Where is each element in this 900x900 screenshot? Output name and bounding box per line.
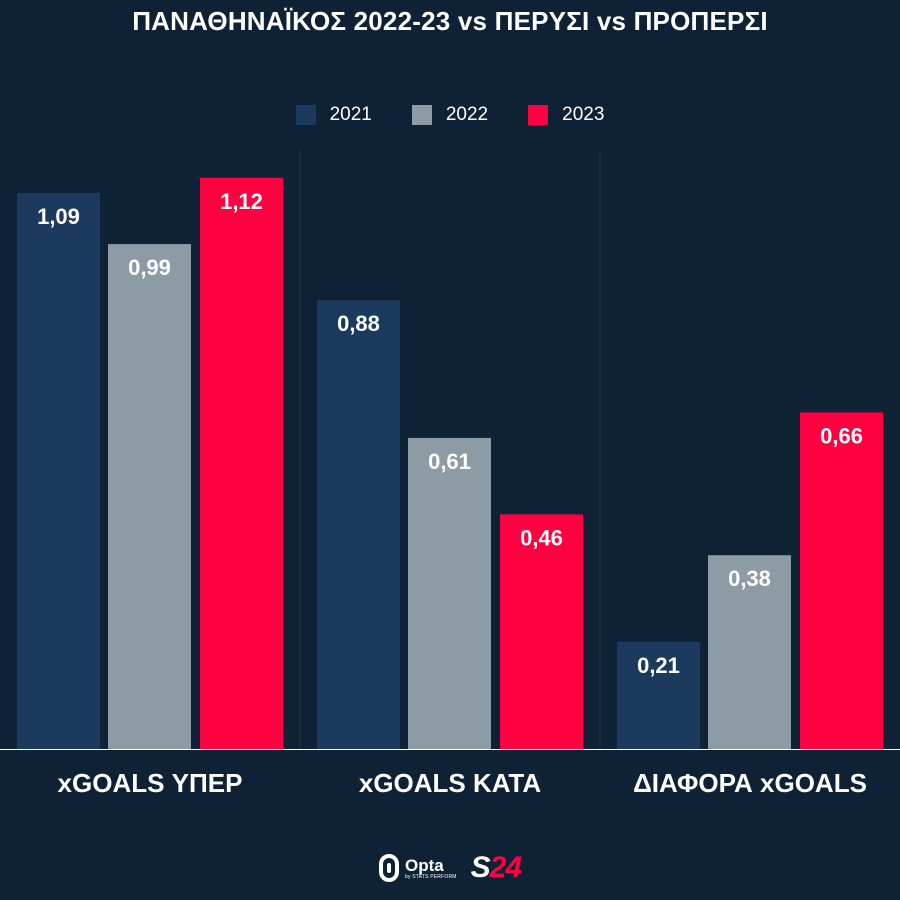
legend-swatch-2022 [411, 105, 432, 125]
s24-logo-s: S [470, 851, 491, 884]
bar-2023-cat-2 [500, 514, 583, 749]
data-label-2023-cat-3: 0,66 [820, 423, 863, 448]
data-label-2022-cat-1: 0,99 [128, 255, 171, 280]
legend-label-2021: 2021 [329, 104, 372, 125]
bar-2022-cat-3 [708, 555, 791, 749]
legend-swatch-2023 [528, 105, 549, 125]
footer-logos: Opta by STATS PERFORM S24 [0, 848, 900, 888]
bar-2021-cat-1 [17, 193, 100, 750]
legend-label-2022: 2022 [445, 104, 489, 125]
legend-label-2023: 2023 [562, 104, 605, 125]
legend-item-2021: 2021 [295, 104, 372, 126]
chart-legend: 2021 2022 2023 [0, 104, 900, 126]
data-label-2023-cat-2: 0,46 [520, 525, 563, 550]
s24-logo: S24 [470, 851, 522, 885]
category-label-diafora-xgoals: ΔΙΑΦΟΡΑ xGOALS [633, 768, 867, 798]
legend-swatch-2021 [295, 105, 316, 125]
bar-2021-cat-3 [617, 641, 700, 749]
data-label-2023-cat-1: 1,12 [220, 189, 263, 214]
data-label-2022-cat-3: 0,38 [728, 566, 771, 591]
opta-name: Opta [404, 855, 444, 875]
bar-2022-cat-1 [108, 244, 191, 749]
data-label-2021-cat-2: 0,88 [337, 311, 380, 336]
opta-icon [378, 854, 399, 882]
legend-item-2023: 2023 [528, 104, 604, 126]
s24-logo-num: 24 [489, 851, 522, 884]
opta-sub: by STATS PERFORM [404, 873, 457, 880]
bar-2023-cat-1 [200, 177, 283, 750]
opta-logo: Opta by STATS PERFORM [378, 854, 457, 882]
category-label-xgoals-yper: xGOALS ΥΠΕΡ [57, 768, 243, 798]
data-label-2021-cat-1: 1,09 [37, 204, 80, 229]
bar-2022-cat-2 [408, 437, 491, 749]
data-label-2021-cat-3: 0,21 [637, 653, 680, 678]
chart-title: ΠΑΝΑΘΗΝΑΪΚΟΣ 2022-23 vs ΠΕΡΥΣΙ vs ΠΡΟΠΕΡ… [132, 6, 768, 36]
data-label-2022-cat-2: 0,61 [428, 449, 471, 474]
bar-2021-cat-2 [317, 300, 400, 749]
legend-item-2022: 2022 [411, 104, 489, 126]
category-label-xgoals-kata: xGOALS ΚΑΤΑ [358, 768, 542, 798]
bar-2023-cat-3 [800, 412, 883, 749]
